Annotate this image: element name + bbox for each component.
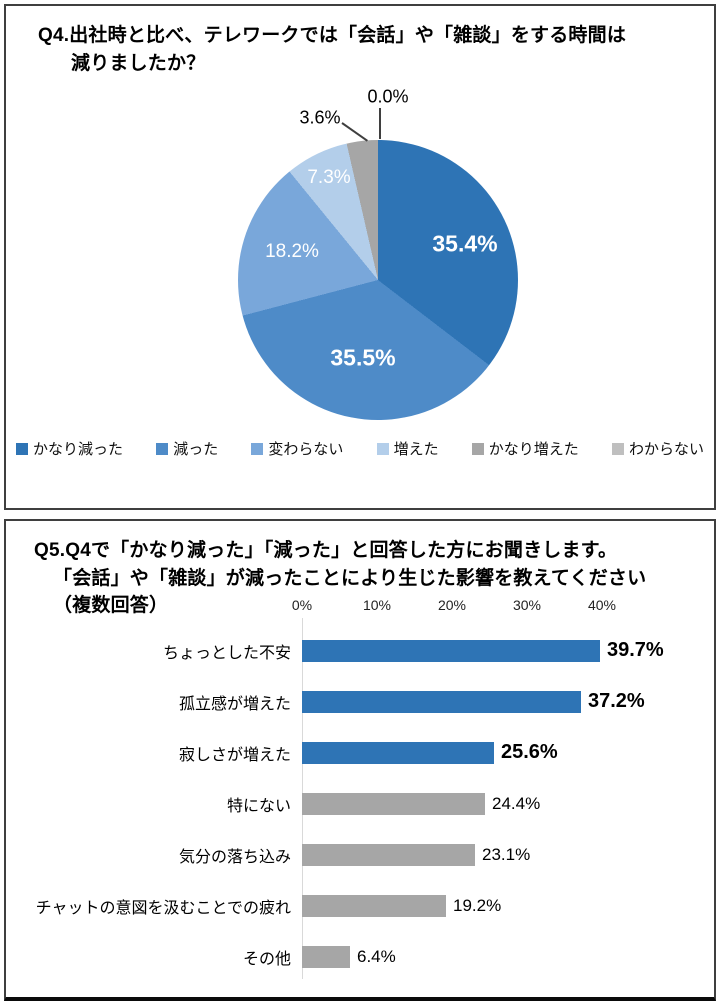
bar-row: 寂しさが増えた 25.6% [6,727,714,778]
bar-category-label: ちょっとした不安 [162,644,291,662]
legend-label: 変わらない [268,441,344,458]
pie-label-kawaranai: 18.2% [265,241,319,262]
q5-panel: Q5.Q4で「かなり減った」「減った」と回答した方にお聞きします。 「会話」や「… [4,519,716,1001]
pie-graphic [238,140,518,420]
legend-item: 減った [156,438,218,459]
bar-track: 6.4% [302,945,396,968]
bar-category-label: 気分の落ち込み [178,848,291,866]
pie-label-wakaranai: 0.0% [367,86,409,107]
bar-category-label: チャットの意図を汲むことでの疲れ [35,899,291,917]
legend-label: 減った [173,441,219,458]
bar [302,792,485,815]
bar-category-label: 特にない [226,797,291,815]
pie-label-kanari-fueta: 3.6% [299,107,341,128]
bar-value-label: 39.7% [607,639,664,661]
bar-track: 39.7% [302,639,664,662]
legend-marker [251,442,264,455]
x-axis-tick: 40% [587,597,617,613]
bar-value-label: 25.6% [501,741,558,763]
x-axis-tick: 0% [291,597,313,613]
bar-category-label: 孤立感が増えた [178,695,291,713]
bar [302,945,350,968]
bar-chart: 0% 10% 20% 30% 40% ちょっとした不安 39.7% 孤立感が増え… [6,521,714,999]
q5-title: Q5.Q4で「かなり減った」「減った」と回答した方にお聞きします。 「会話」や「… [6,521,714,620]
legend-label: かなり減った [33,441,124,458]
bar-rows: ちょっとした不安 39.7% 孤立感が増えた 37.2% 寂しさが増えた 25.… [6,625,714,982]
bar-row: その他 6.4% [6,931,714,982]
legend-marker [376,442,389,455]
legend-marker [16,442,28,455]
x-axis-tick: 30% [512,597,542,613]
q4-title-line2: 減りましたか？ [71,52,206,74]
bar [302,639,600,662]
bar-value-label: 37.2% [588,690,645,712]
q4-title: Q4.出社時と比べ、テレワークでは「会話」や「雑談」をする時間は 減りましたか？ [6,6,714,77]
bar [302,690,581,713]
legend-item: 増えた [376,438,439,459]
pie-label-fueta: 7.3% [307,167,351,188]
legend-item: かなり減った [16,438,123,459]
bar-row: 気分の落ち込み 23.1% [6,829,714,880]
legend-marker [156,442,169,455]
pie-label-hetta: 35.5% [330,344,396,371]
bar-value-label: 23.1% [482,844,531,864]
legend-marker [611,442,624,455]
bar-value-label: 6.4% [357,946,396,966]
bar-track: 23.1% [302,843,531,866]
bar-row: 特にない 24.4% [6,778,714,829]
bar-category-label: その他 [242,950,291,968]
bar-row: ちょっとした不安 39.7% [6,625,714,676]
legend-marker [471,442,484,455]
pie-chart: 35.4% 35.5% 18.2% 7.3% 3.6% 0.0% [6,6,714,466]
x-axis-tick: 20% [437,597,467,613]
bar-value-label: 19.2% [453,895,502,915]
bar-track: 19.2% [302,894,502,917]
legend-label: わからない [628,441,704,458]
q4-title-line1: Q4.出社時と比べ、テレワークでは「会話」や「雑談」をする時間は [38,25,627,46]
pie-label-kanari-hetta: 35.4% [432,230,498,257]
pie-legend: かなり減った 減った 変わらない 増えた かなり増えた わからない [16,438,704,459]
legend-item: わからない [611,438,704,459]
bar-track: 25.6% [302,741,558,764]
x-axis-tick: 10% [362,597,392,613]
leader-line-3-6-percent [341,122,368,142]
q5-title-line1: Q5.Q4で「かなり減った」「減った」と回答した方にお聞きします。 [34,540,618,561]
bar-row: 孤立感が増えた 37.2% [6,676,714,727]
q4-panel: Q4.出社時と比べ、テレワークでは「会話」や「雑談」をする時間は 減りましたか？… [4,4,716,510]
bar-value-label: 24.4% [492,793,541,813]
bar-row: チャットの意図を汲むことでの疲れ 19.2% [6,880,714,931]
bar-track: 24.4% [302,792,541,815]
legend-item: かなり増えた [471,438,579,459]
bar [302,894,446,917]
q5-title-line2: 「会話」や「雑談」が減ったことにより生じた影響を教えてください [53,567,647,589]
leader-line-0-percent [379,108,381,139]
bar-category-label: 寂しさが増えた [178,746,291,764]
legend-item: 変わらない [251,438,343,459]
legend-label: かなり増えた [488,441,579,458]
legend-label: 増えた [393,441,439,458]
bar [302,741,494,764]
q5-title-line3: （複数回答） [53,595,169,617]
bar-track: 37.2% [302,690,645,713]
bar [302,843,475,866]
